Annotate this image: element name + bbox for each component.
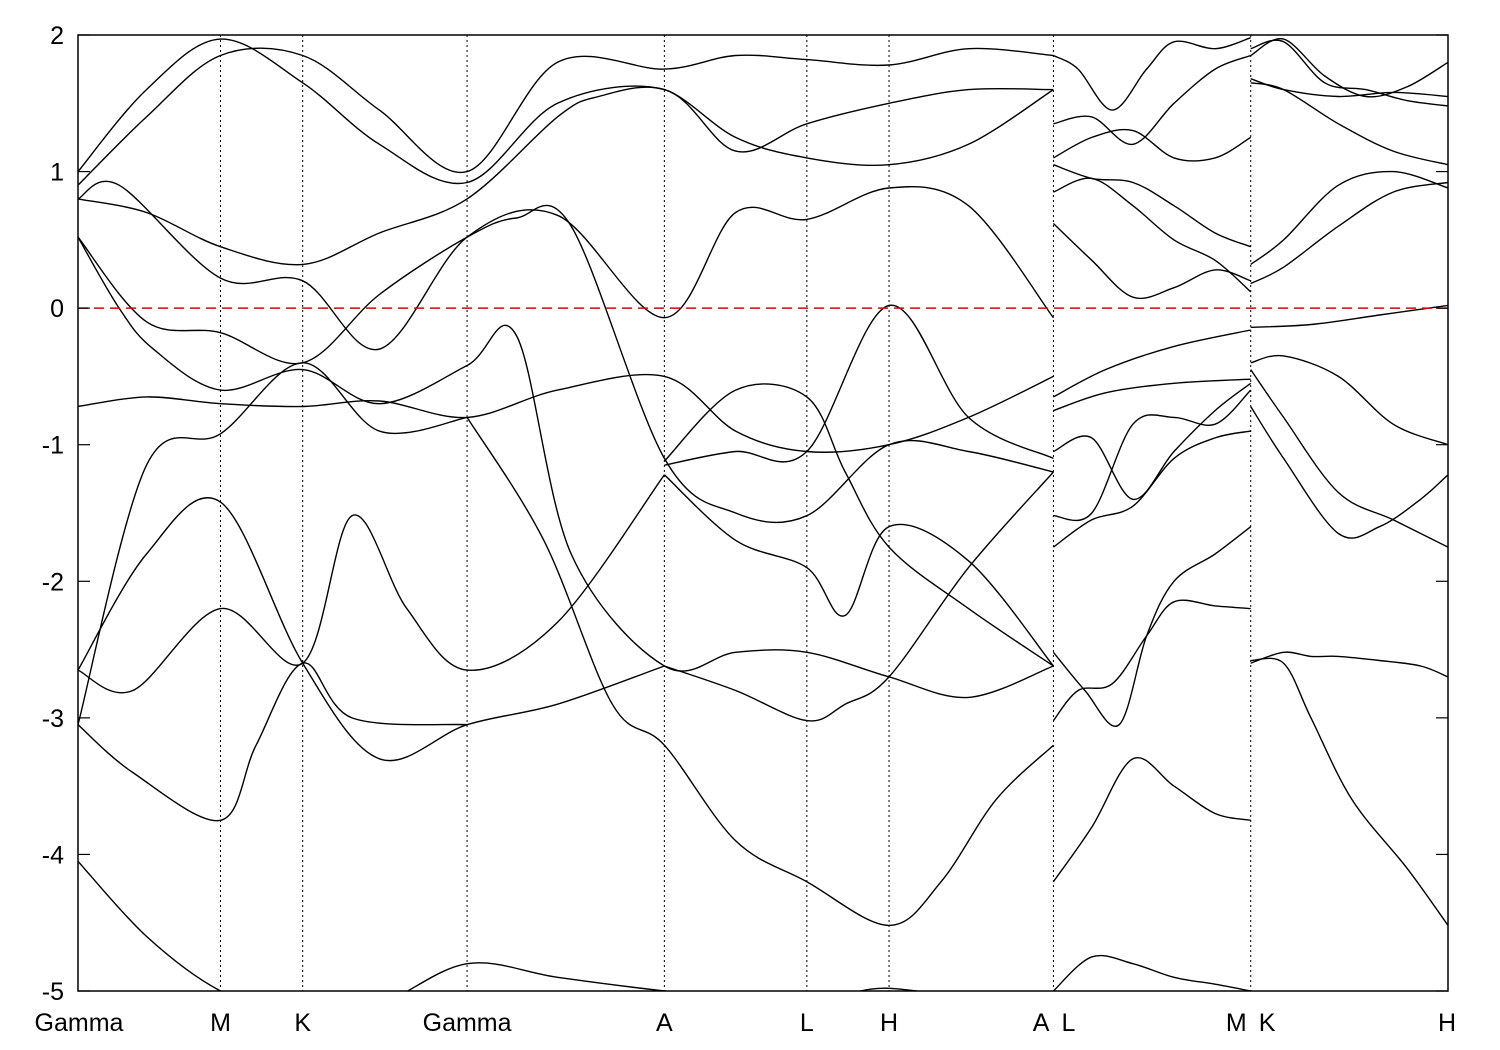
band-line-10	[78, 38, 1054, 185]
y-tick-label: 2	[50, 22, 64, 50]
band-line-29	[1053, 128, 1252, 162]
x-tick-label: K	[294, 1009, 311, 1037]
band-line-41	[1250, 78, 1448, 98]
band-line-17	[1052, 954, 1251, 991]
band-line-20	[1052, 526, 1252, 728]
band-line-4	[78, 362, 468, 725]
y-tick-label: -2	[42, 568, 64, 596]
band-line-33	[1250, 657, 1448, 926]
band-line-28	[1053, 164, 1251, 248]
x-tick-label: A	[1033, 1009, 1050, 1037]
x-tick-label: M	[210, 1009, 231, 1037]
band-line-14	[664, 471, 1054, 722]
x-tick-label: L	[1061, 1009, 1075, 1037]
band-line-26	[1052, 222, 1251, 299]
band-line-34	[1250, 406, 1448, 539]
band-line-12	[466, 417, 1054, 927]
y-axis: 2 1 0 -1 -2 -3 -4 -5	[42, 22, 1448, 1006]
x-tick-label: K	[1259, 1009, 1276, 1037]
x-tick-label: A	[656, 1009, 673, 1037]
band-line-39	[1250, 170, 1448, 265]
band-line-43	[1250, 39, 1448, 107]
band-line-3	[78, 474, 665, 694]
band-line-23	[1053, 382, 1252, 501]
band-line-8	[78, 86, 1054, 266]
band-line-37	[1250, 304, 1448, 328]
x-tick-label: Gamma	[423, 1009, 512, 1037]
x-tick-label: L	[800, 1009, 814, 1037]
x-tick-label: M	[1226, 1009, 1247, 1037]
band-line-0	[78, 860, 922, 991]
x-tick-label: H	[880, 1009, 898, 1037]
band-lines	[78, 37, 1448, 991]
band-line-36	[1250, 354, 1448, 446]
band-line-22	[1053, 389, 1252, 522]
band-line-27	[1053, 177, 1252, 293]
plot-frame	[77, 34, 1449, 992]
y-tick-label: -1	[42, 432, 64, 460]
band-line-38	[1250, 181, 1448, 285]
band-line-2	[78, 497, 665, 762]
band-line-15	[664, 304, 1054, 466]
band-line-30	[1053, 54, 1251, 146]
x-tick-label: H	[1438, 1009, 1456, 1037]
band-line-21	[1052, 430, 1251, 548]
band-line-13	[663, 474, 1054, 667]
band-line-19	[1052, 599, 1251, 722]
band-line-35	[1250, 369, 1448, 548]
kpoint-divider-lines	[219, 35, 1252, 991]
band-line-42	[1250, 38, 1448, 98]
band-line-9	[78, 180, 1054, 351]
y-tick-label: -4	[42, 841, 64, 869]
band-line-32	[1250, 651, 1448, 678]
y-tick-label: -5	[42, 978, 64, 1006]
band-line-18	[1052, 756, 1251, 883]
band-line-7	[78, 204, 1054, 524]
band-line-1	[78, 662, 468, 822]
band-line-31	[1053, 37, 1251, 111]
band-line-24	[1053, 378, 1251, 412]
band-line-16	[663, 383, 1054, 667]
band-line-6	[78, 236, 1054, 699]
y-tick-label: 1	[50, 159, 64, 187]
band-line-25	[1053, 329, 1251, 398]
x-axis: Gamma M K Gamma A L H A L M K H	[35, 1009, 1456, 1037]
x-tick-label: Gamma	[35, 1009, 124, 1037]
y-tick-label: 0	[50, 295, 64, 323]
y-tick-label: -3	[42, 705, 64, 733]
band-line-40	[1250, 82, 1448, 166]
band-line-11	[78, 47, 1054, 186]
